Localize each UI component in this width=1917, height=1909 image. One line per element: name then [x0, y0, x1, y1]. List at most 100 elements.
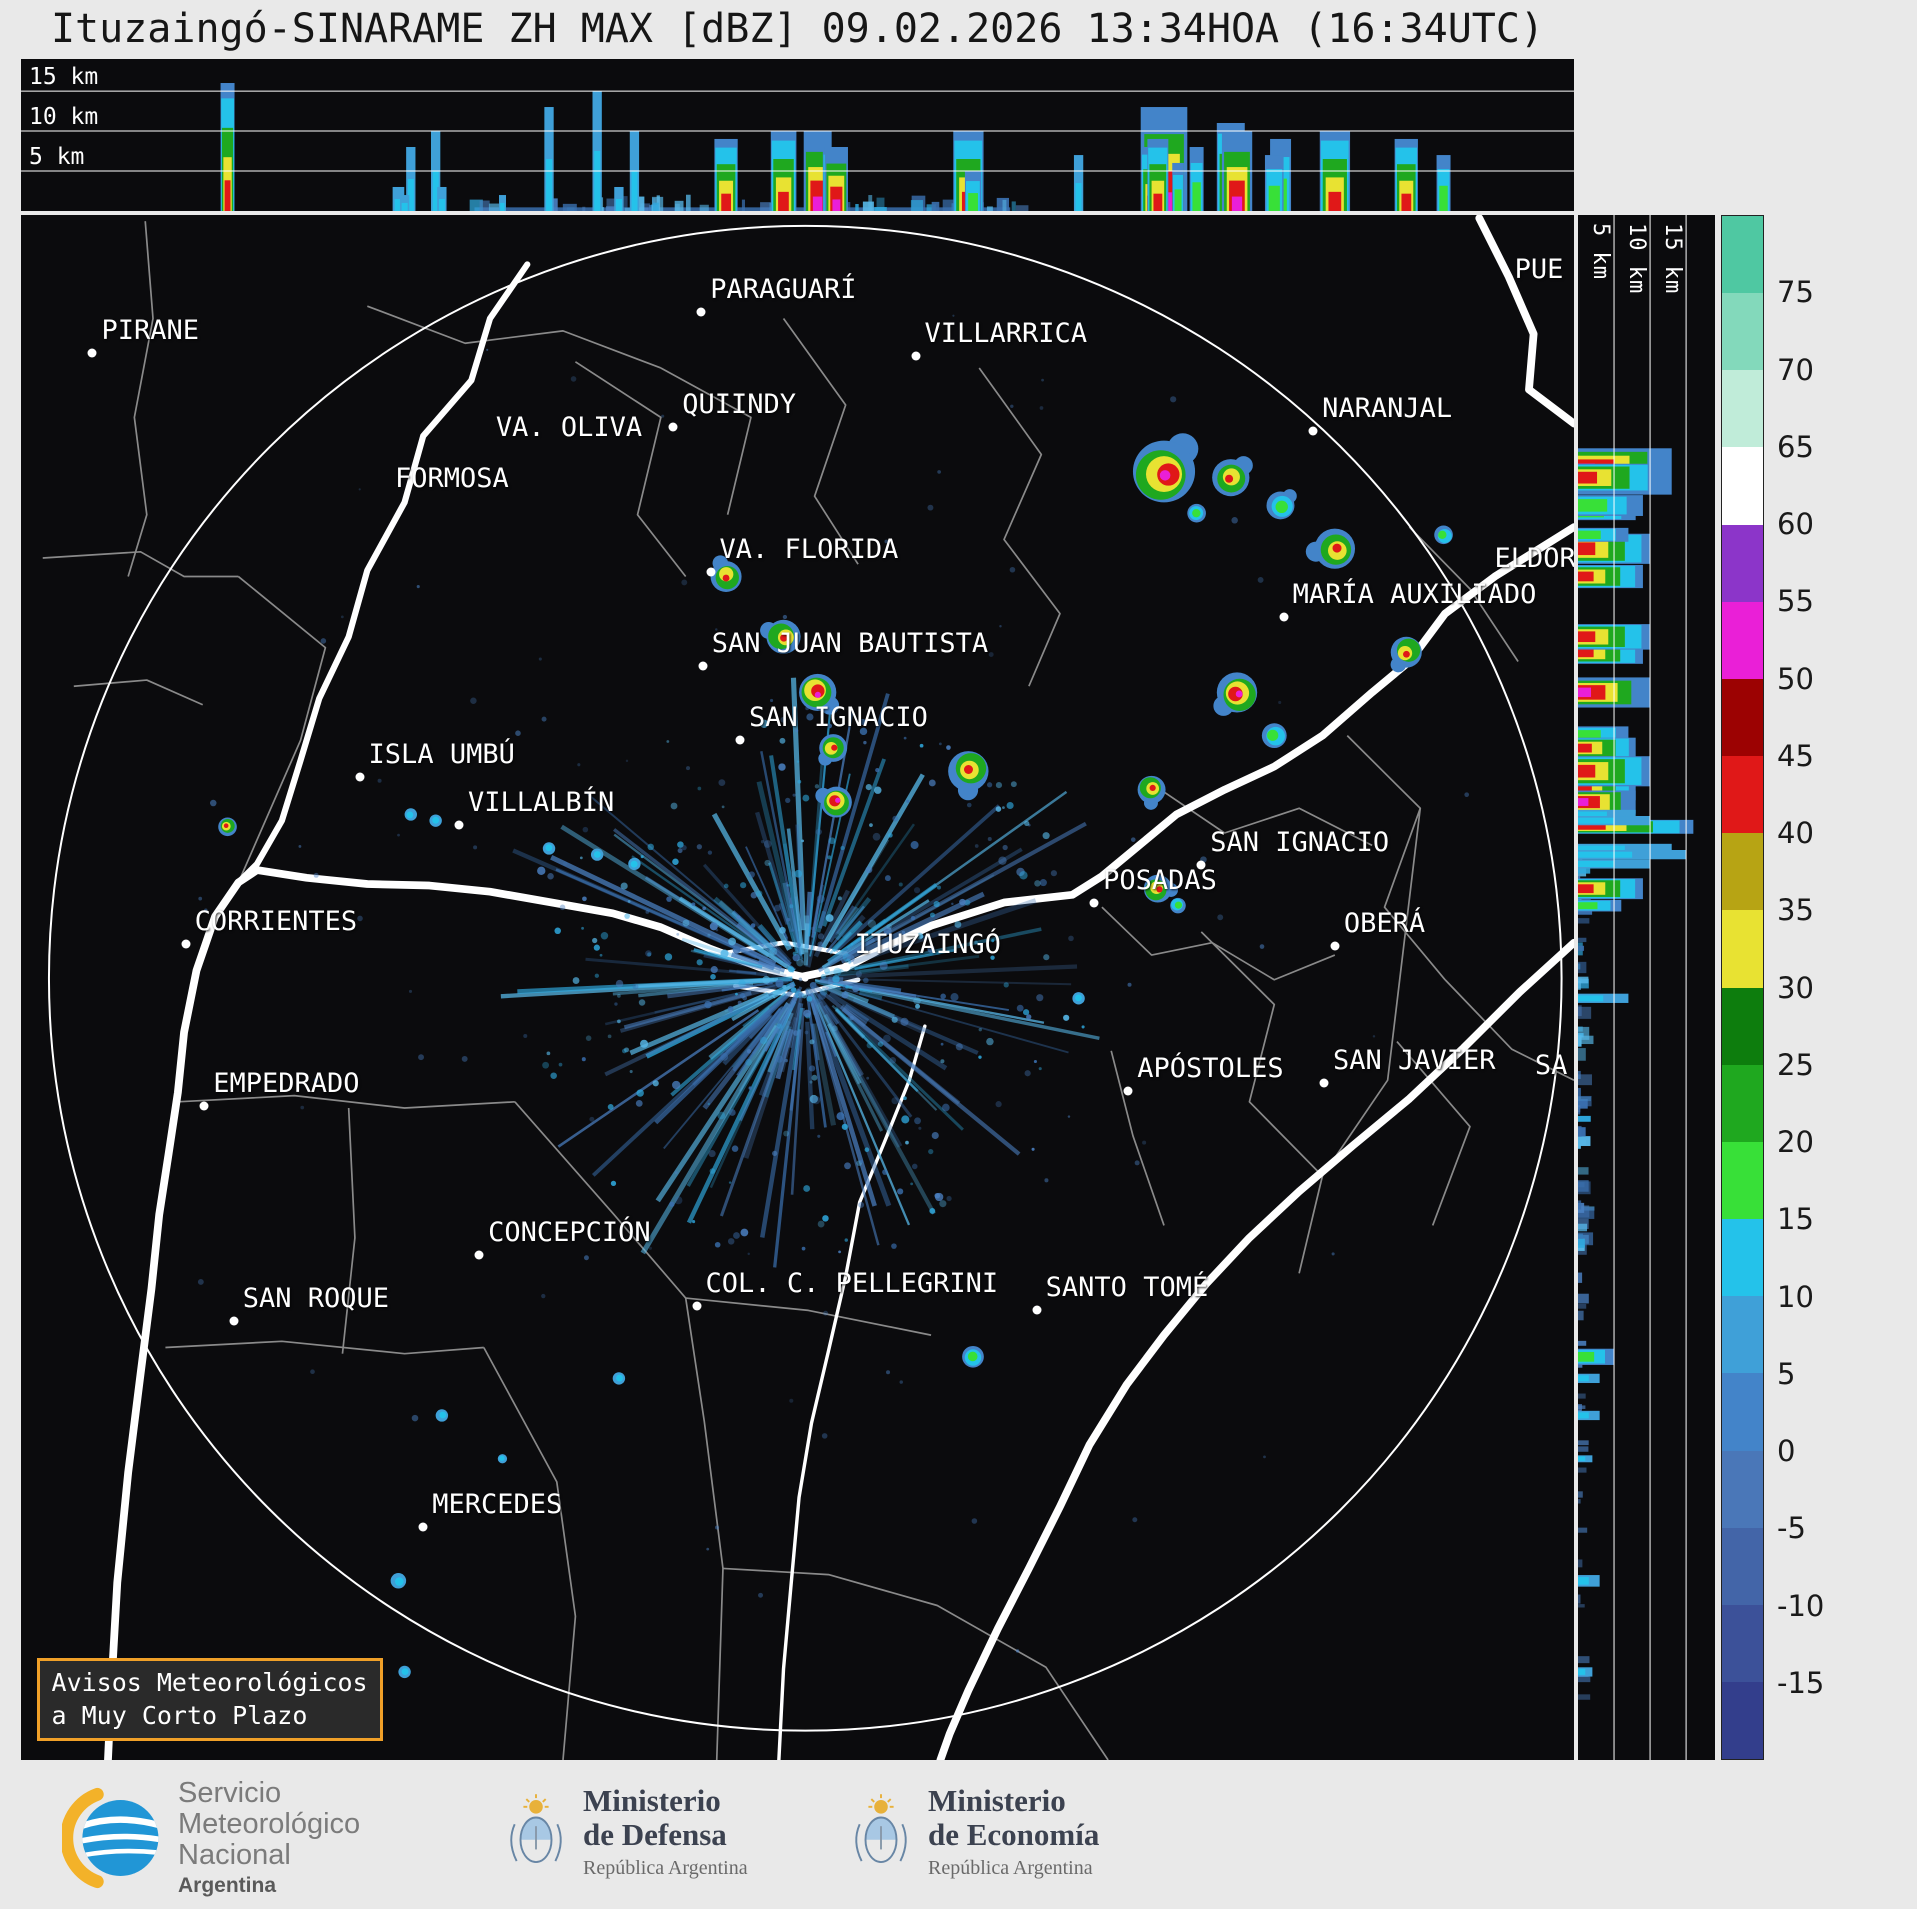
- smn-logo: [62, 1787, 159, 1889]
- city-label: PARAGUARÍ: [710, 274, 857, 306]
- city-label: SAN IGNACIO: [749, 702, 928, 734]
- advisory-box: Avisos Meteorológicos a Muy Corto Plazo: [36, 1658, 383, 1742]
- colorbar-segment: [1722, 1604, 1763, 1682]
- colorbar-tick-label: 65: [1777, 429, 1814, 464]
- city-dot: [911, 351, 921, 361]
- coat-of-arms-icon: [855, 1794, 907, 1863]
- city-label: SAN JUAN BAUTISTA: [711, 628, 989, 660]
- ministry-defensa-brand: Ministerio de Defensa República Argentin…: [505, 1784, 748, 1880]
- city-label: SA: [1534, 1049, 1568, 1081]
- city-dot: [692, 1301, 702, 1311]
- city-label: ITUZAINGÓ: [854, 929, 1001, 961]
- city-label: QUIINDY: [682, 388, 797, 420]
- colorbar-tick-label: 40: [1777, 816, 1814, 850]
- coat-of-arms-icon: [510, 1794, 562, 1863]
- colorbar-segment: [1722, 1527, 1763, 1605]
- colorbar-segment: [1722, 1450, 1763, 1528]
- city-label: SAN ROQUE: [242, 1283, 390, 1315]
- city-dot: [87, 348, 97, 357]
- colorbar-tick-label: 5: [1777, 1356, 1796, 1391]
- colorbar-segment: [1722, 833, 1763, 911]
- city-dot: [1279, 612, 1289, 622]
- colorbar-tick-label: 60: [1777, 507, 1814, 541]
- page-title: Ituzaingó-SINARAME ZH MAX [dBZ] 09.02.20…: [50, 6, 1545, 52]
- colorbar-tick-label: 20: [1777, 1125, 1814, 1159]
- colorbar-tick-label: -15: [1777, 1665, 1825, 1700]
- colorbar-segment: [1722, 756, 1763, 834]
- radar-map-panel: Avisos Meteorológicos a Muy Corto Plazo …: [21, 215, 1574, 1760]
- smn-brand: Servicio Meteorológico Nacional Argentin…: [62, 1778, 360, 1898]
- colorbar-tick-label: 15: [1777, 1202, 1814, 1237]
- city-label: MERCEDES: [432, 1488, 563, 1520]
- city-dot: [1330, 941, 1340, 951]
- right-profile-plot: [1578, 215, 1694, 1760]
- city-label: MARÍA AUXILIADO: [1292, 578, 1537, 610]
- city-dot: [454, 820, 464, 830]
- city-label: NARANJAL: [1322, 393, 1453, 425]
- city-label: EMPEDRADO: [213, 1068, 360, 1100]
- city-label: VA. FLORIDA: [719, 533, 899, 565]
- altitude-label-5km: 5 km: [29, 144, 85, 170]
- ministry-subtitle: República Argentina: [583, 1857, 748, 1879]
- city-dot: [199, 1101, 209, 1111]
- city-label: CORRIENTES: [194, 906, 358, 938]
- city-label: OBERÁ: [1343, 907, 1426, 939]
- city-label: COL. C. PELLEGRINI: [705, 1267, 999, 1299]
- colorbar-tick-label: 55: [1777, 584, 1814, 619]
- colorbar-tick-label: 75: [1777, 275, 1814, 310]
- ministry-name-line: Ministerio: [928, 1783, 1066, 1818]
- city-label: ISLA UMBÚ: [368, 739, 515, 771]
- colorbar-segment: [1722, 601, 1763, 679]
- city-dot: [696, 307, 706, 317]
- city-dot: [841, 962, 851, 972]
- colorbar-tick-label: -5: [1777, 1511, 1806, 1546]
- city-label: SAN IGNACIO: [1210, 827, 1390, 859]
- city-dot: [355, 772, 365, 782]
- ministry-name-line: Ministerio: [583, 1783, 721, 1818]
- colorbar-segment: [1722, 987, 1763, 1065]
- colorbar-tick-label: 10: [1777, 1279, 1814, 1314]
- city-dot: [706, 567, 716, 577]
- colorbar-segment: [1722, 678, 1763, 757]
- altitude-label-5km-right: 5 km: [1588, 223, 1613, 280]
- colorbar-segment: [1722, 1681, 1763, 1760]
- city-label: ELDOR: [1494, 543, 1574, 575]
- city-label: SAN JAVIER: [1332, 1045, 1496, 1077]
- city-dot: [1196, 860, 1206, 870]
- footer: Servicio Meteorológico Nacional Argentin…: [0, 1760, 1917, 1909]
- colorbar-tick-label: 70: [1777, 352, 1814, 387]
- radar-map-plot: [21, 215, 1574, 1760]
- altitude-label-15km: 15 km: [29, 64, 99, 90]
- ministry-subtitle: República Argentina: [928, 1857, 1093, 1879]
- colorbar-segment: [1722, 1219, 1763, 1297]
- colorbar-tick-label: 50: [1777, 661, 1814, 696]
- city-dot: [1123, 1086, 1133, 1096]
- colorbar-tick-label: 35: [1777, 893, 1814, 928]
- city-dot: [181, 939, 191, 949]
- city-dot: [698, 661, 708, 671]
- altitude-label-10km: 10 km: [29, 104, 99, 130]
- altitude-label-15km-right: 15 km: [1660, 223, 1685, 295]
- colorbar-segment: [1722, 293, 1763, 371]
- smn-country: Argentina: [178, 1874, 277, 1897]
- city-label: CONCEPCIÓN: [488, 1216, 651, 1248]
- colorbar-segment: [1722, 370, 1763, 448]
- city-dot: [1308, 426, 1318, 436]
- city-dot: [1089, 898, 1099, 908]
- city-label: PIRANE: [101, 314, 199, 346]
- city-label: VA. OLIVA: [495, 411, 643, 443]
- colorbar-segment: [1722, 524, 1763, 602]
- colorbar-tick-label: 45: [1777, 738, 1814, 773]
- colorbar-segment: [1722, 216, 1763, 294]
- vertical-profile-top-panel: 15 km 10 km 5 km: [21, 59, 1574, 211]
- ministry-name-line: de Economía: [928, 1817, 1100, 1852]
- city-label: POSADAS: [1103, 864, 1217, 896]
- colorbar-tick-label: -10: [1777, 1588, 1825, 1623]
- city-dot: [229, 1316, 239, 1326]
- colorbar-segment: [1722, 1141, 1763, 1220]
- colorbar-tick-label: 25: [1777, 1047, 1814, 1082]
- colorbar-segment: [1722, 1064, 1763, 1142]
- city-dot: [1032, 1305, 1042, 1315]
- ministry-economia-brand: Ministerio de Economía República Argenti…: [850, 1784, 1099, 1880]
